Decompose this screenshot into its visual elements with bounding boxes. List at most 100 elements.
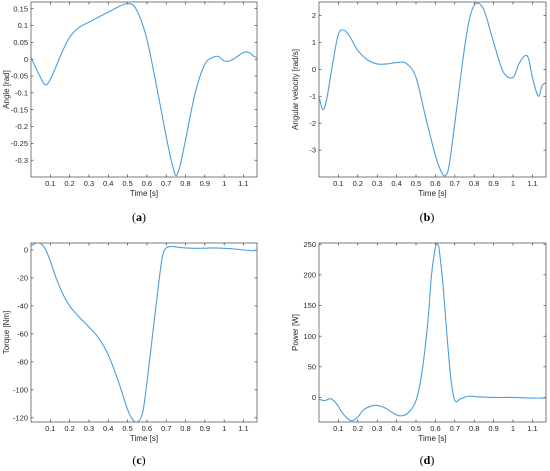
- chart-panel-c: 0.1 0.2 0.3 0.4 0.5 0.6 0.7 0.8 0.9 1 1.1 0 -20 -40 -6…: [2, 242, 258, 467]
- panel-letter: d: [424, 453, 431, 467]
- x-tick-label: 0.9: [488, 424, 498, 433]
- x-tick-label: 0.5: [411, 424, 421, 433]
- series-line: [31, 3, 257, 176]
- x-tick-label: 0.7: [161, 424, 171, 433]
- x-tick-label: 0.3: [84, 424, 94, 433]
- x-tick-label: 0.1: [333, 179, 343, 188]
- x-tick-label: 0.8: [469, 424, 479, 433]
- chart-panel-d: 0.1 0.2 0.3 0.4 0.5 0.6 0.7 0.8 0.9 1 1.1 250 200 150…: [291, 240, 547, 467]
- y-tick-label: 1: [312, 38, 316, 47]
- x-tick-label: 0.8: [180, 179, 190, 188]
- panel-caption: (d): [420, 453, 435, 467]
- chart-panel-a: 0.1 0.2 0.3 0.4 0.5 0.6 0.7 0.8 0.9 1 1.1 0.15 0.1 0.…: [2, 1, 258, 224]
- x-tick-label: 0.2: [64, 424, 74, 433]
- x-tick-label: 0.5: [122, 424, 132, 433]
- x-axis-label: Time [s]: [418, 189, 446, 198]
- y-tick-label: 0: [24, 246, 28, 255]
- y-tick-label: 0: [312, 393, 316, 402]
- x-tick-label: 0.3: [372, 424, 382, 433]
- series-line: [319, 2, 546, 177]
- x-tick-label: 1.1: [238, 179, 248, 188]
- panel-letter: c: [136, 453, 142, 467]
- x-tick-label: 0.5: [122, 179, 132, 188]
- x-tick-label: 0.4: [391, 424, 401, 433]
- x-tick-label: 0.2: [64, 179, 74, 188]
- x-tick-label: 0.6: [430, 424, 440, 433]
- chart-panel-b: 0.1 0.2 0.3 0.4 0.5 0.6 0.7 0.8 0.9 1 1.1 2 1 0 -1 -2 -3…: [291, 1, 547, 224]
- x-tick-label: 1.1: [527, 424, 537, 433]
- y-tick-label: -0.1: [15, 88, 28, 97]
- y-tick-label: -60: [17, 329, 28, 338]
- panel-caption: (a): [132, 210, 146, 224]
- x-tick-label: 0.1: [45, 424, 55, 433]
- panel-caption: (b): [420, 210, 435, 224]
- x-tick-label: 0.7: [161, 179, 171, 188]
- y-tick-label: -0.2: [15, 122, 28, 131]
- x-axis-label: Time [s]: [130, 189, 158, 198]
- panel-letter: a: [136, 210, 142, 224]
- y-tick-label: -0.15: [11, 105, 28, 114]
- x-tick-label: 1.1: [238, 424, 248, 433]
- x-tick-label: 0.9: [200, 179, 210, 188]
- x-tick-label: 0.2: [353, 179, 363, 188]
- x-tick-label: 1: [222, 424, 226, 433]
- y-tick-label: 0.1: [18, 21, 28, 30]
- y-tick-label: -120: [13, 413, 28, 422]
- y-tick-label: -1: [309, 92, 316, 101]
- y-tick-label: -80: [17, 357, 28, 366]
- x-tick-label: 1: [511, 424, 515, 433]
- y-tick-label: 200: [303, 270, 316, 279]
- y-tick-label: -0.05: [11, 72, 28, 81]
- x-axis-label: Time [s]: [130, 434, 158, 443]
- y-tick-label: 0.15: [13, 4, 28, 13]
- panel-caption: (c): [132, 453, 145, 467]
- plot-frame: [30, 242, 258, 423]
- x-tick-label: 0.4: [103, 424, 113, 433]
- x-tick-label: 0.1: [45, 179, 55, 188]
- x-tick-label: 0.4: [103, 179, 113, 188]
- x-tick-label: 0.5: [411, 179, 421, 188]
- panel-letter: b: [424, 210, 431, 224]
- y-axis-label: Torque [Nm]: [2, 311, 11, 355]
- series-line: [319, 243, 546, 422]
- y-tick-label: -100: [13, 385, 28, 394]
- x-tick-label: 0.2: [353, 424, 363, 433]
- y-tick-label: 0: [312, 65, 316, 74]
- x-tick-label: 1.1: [527, 179, 537, 188]
- y-tick-label: 150: [303, 301, 316, 310]
- y-tick-label: -0.3: [15, 156, 28, 165]
- y-tick-label: 50: [308, 362, 316, 371]
- x-tick-label: 0.7: [450, 424, 460, 433]
- x-tick-label: 0.8: [180, 424, 190, 433]
- series-line: [31, 243, 257, 422]
- y-tick-label: -20: [17, 274, 28, 283]
- x-tick-label: 0.7: [450, 179, 460, 188]
- y-tick-label: -2: [309, 119, 316, 128]
- y-tick-label: 0.05: [13, 38, 28, 47]
- y-tick-label: 250: [303, 240, 316, 249]
- plot-frame: [318, 242, 547, 423]
- x-tick-label: 0.9: [200, 424, 210, 433]
- y-tick-label: 100: [303, 332, 316, 341]
- y-axis-label: Power [W]: [291, 314, 300, 351]
- plot-frame: [30, 1, 258, 178]
- x-tick-label: 1: [511, 179, 515, 188]
- y-tick-label: -40: [17, 302, 28, 311]
- y-axis-label: Angular velocity [rad/s]: [291, 49, 300, 130]
- y-tick-label: 0: [24, 55, 28, 64]
- x-tick-label: 0.3: [84, 179, 94, 188]
- x-tick-label: 0.6: [142, 424, 152, 433]
- plot-frame: [318, 1, 547, 178]
- y-tick-label: -0.25: [11, 139, 28, 148]
- y-tick-label: 2: [312, 11, 316, 20]
- x-axis-label: Time [s]: [418, 434, 446, 443]
- y-axis-label: Angle [rad]: [2, 70, 11, 109]
- x-tick-label: 0.4: [391, 179, 401, 188]
- x-tick-label: 0.1: [333, 424, 343, 433]
- y-tick-label: -3: [309, 146, 316, 155]
- x-tick-label: 0.6: [430, 179, 440, 188]
- x-tick-label: 0.9: [488, 179, 498, 188]
- x-tick-label: 0.6: [142, 179, 152, 188]
- x-tick-label: 0.3: [372, 179, 382, 188]
